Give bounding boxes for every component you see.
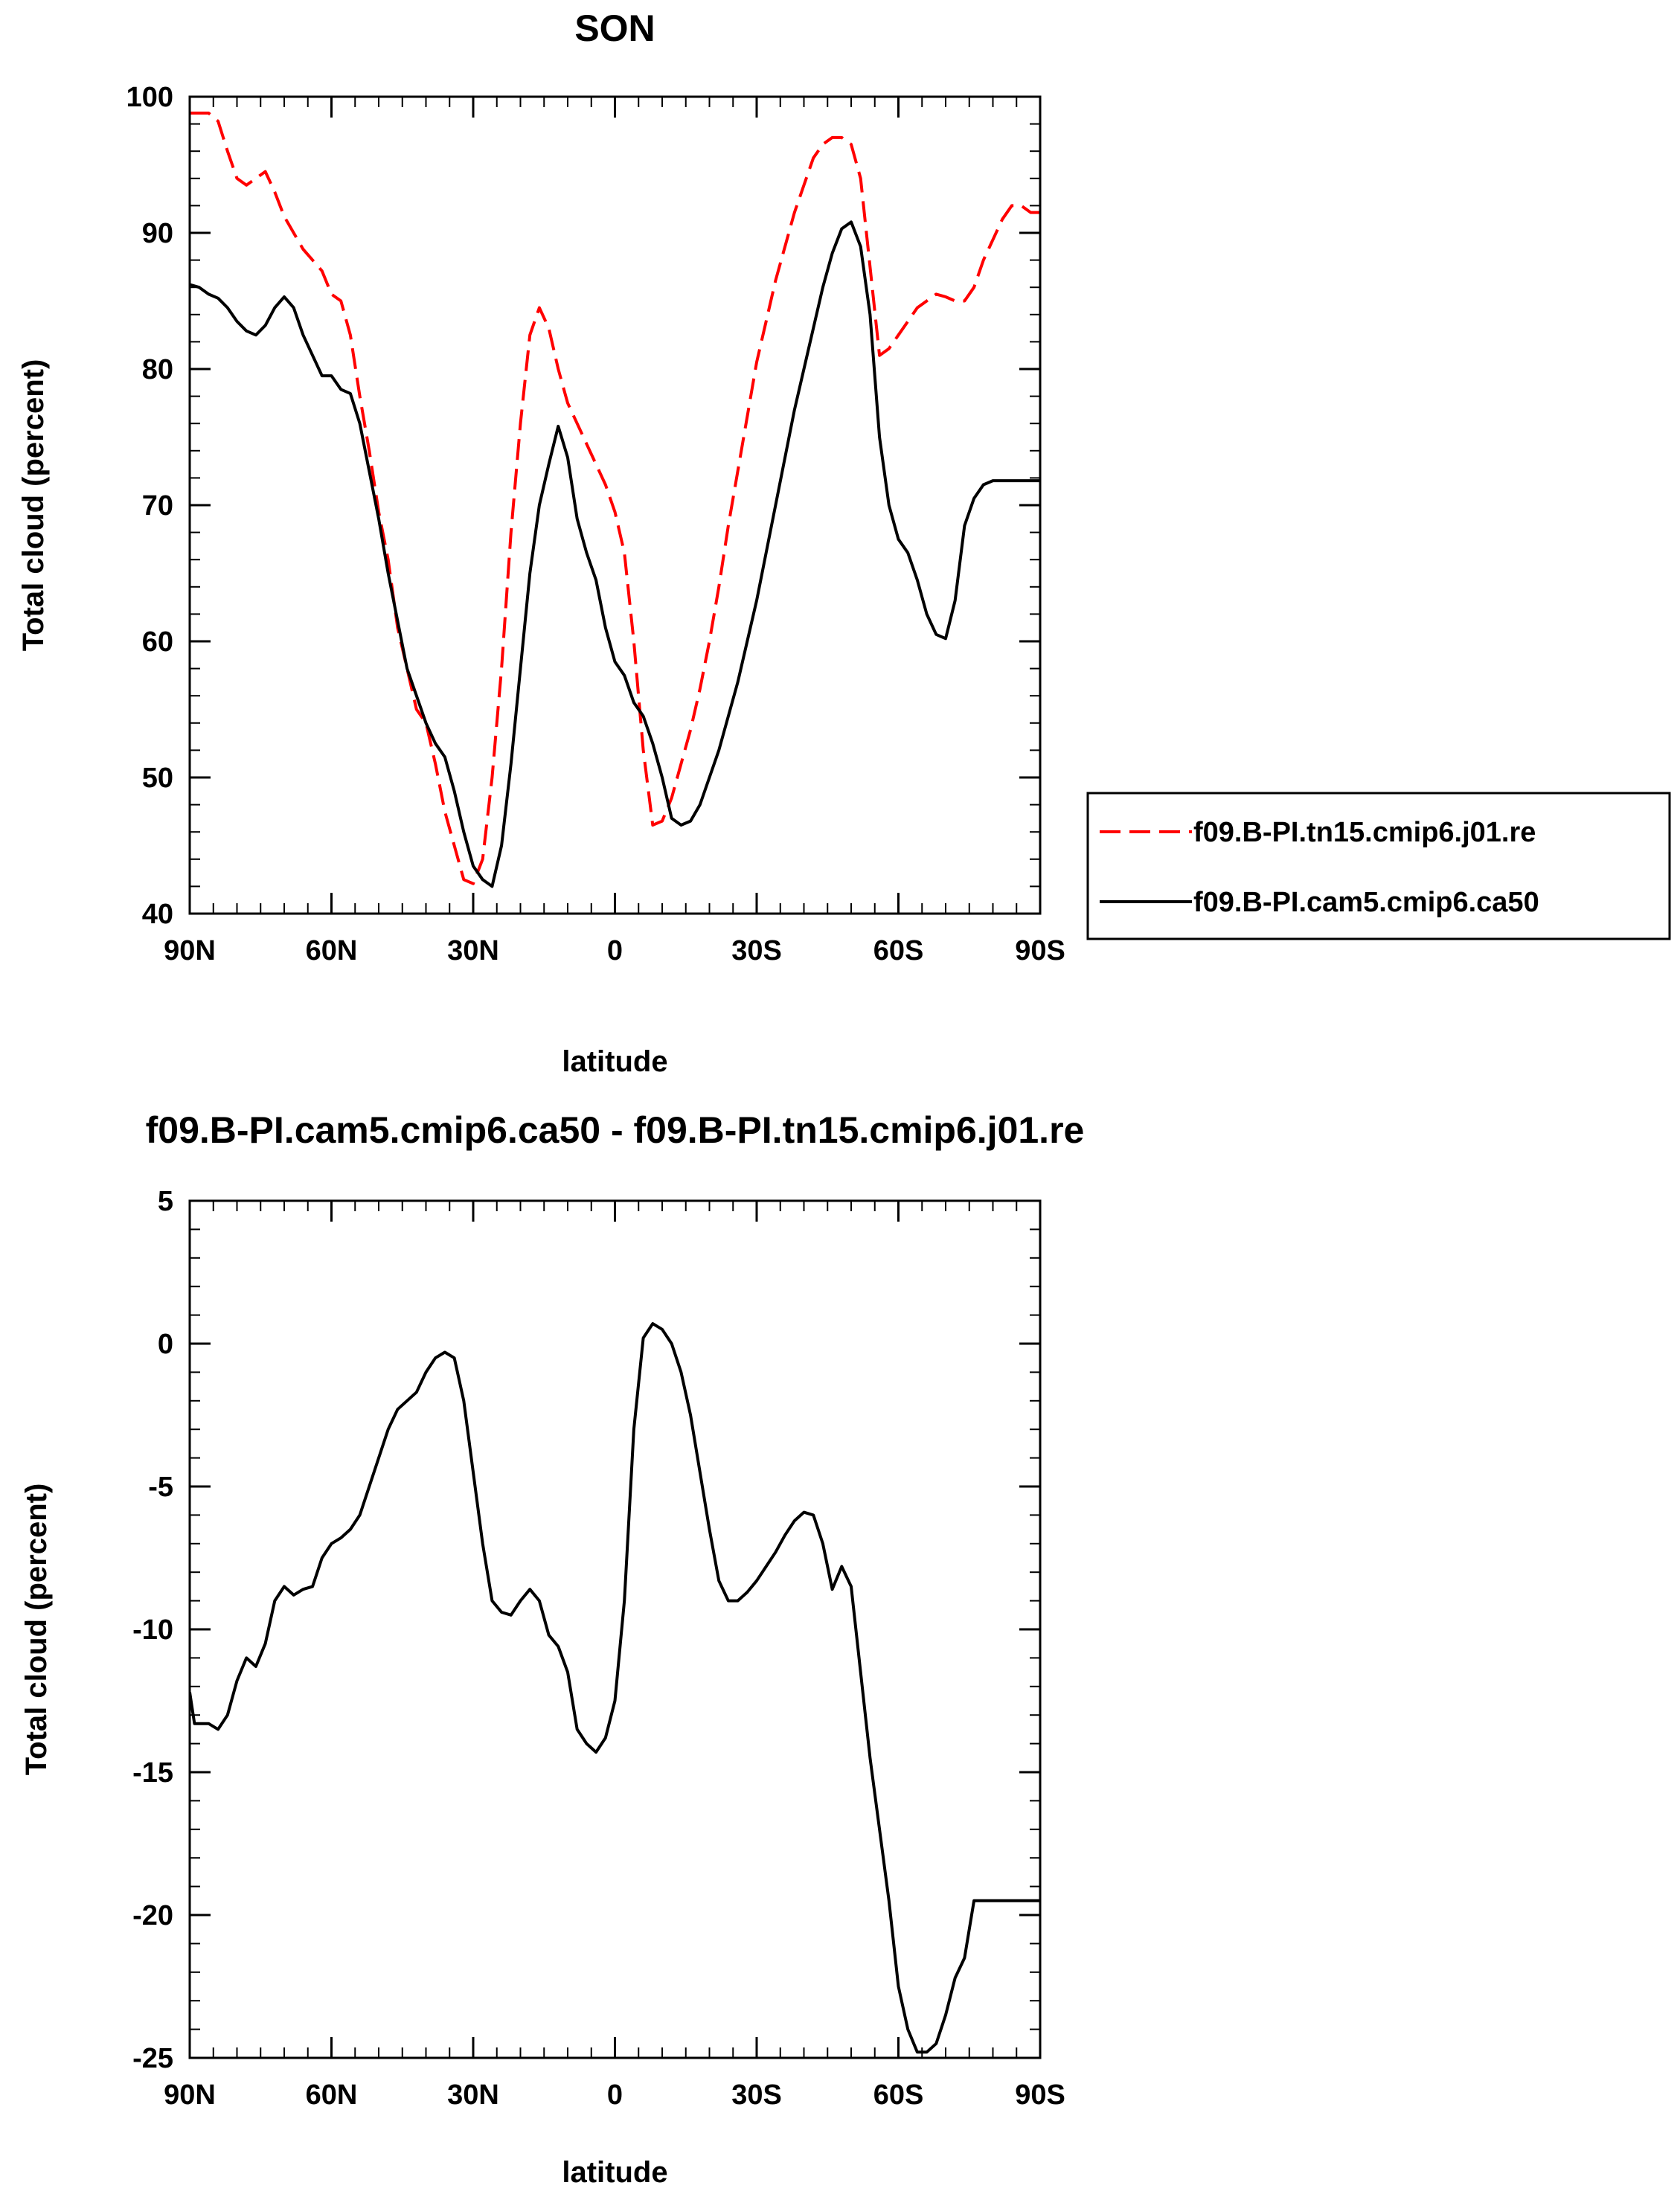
x-tick-label: 60N xyxy=(306,2079,358,2111)
bottom-panel: f09.B-PI.cam5.cmip6.ca50 - f09.B-PI.tn15… xyxy=(20,1109,1084,2189)
chart-title: SON xyxy=(574,7,655,49)
legend-label-2: f09.B-PI.cam5.cmip6.ca50 xyxy=(1193,887,1539,918)
plot-frame xyxy=(188,1199,1042,2059)
y-tick-label: 40 xyxy=(142,899,173,930)
y-tick-label: 100 xyxy=(126,82,173,113)
y-tick-label: -5 xyxy=(148,1472,173,1503)
y-tick-label: -20 xyxy=(132,1900,173,1931)
x-tick-label: 0 xyxy=(607,935,623,966)
x-axis-label: latitude xyxy=(562,2156,667,2189)
x-tick-label: 30N xyxy=(447,935,499,966)
x-tick-label: 90N xyxy=(164,935,216,966)
y-tick-label: 90 xyxy=(142,218,173,249)
x-tick-label: 30S xyxy=(731,2079,782,2111)
chart-title: f09.B-PI.cam5.cmip6.ca50 - f09.B-PI.tn15… xyxy=(146,1109,1085,1151)
y-tick-label: 60 xyxy=(142,626,173,658)
y-tick-label: 70 xyxy=(142,490,173,522)
x-axis-label: latitude xyxy=(562,1045,667,1078)
x-tick-label: 60S xyxy=(873,2079,924,2111)
y-tick-label: 50 xyxy=(142,763,173,794)
x-tick-label: 30N xyxy=(447,2079,499,2111)
legend-box xyxy=(1086,792,1671,940)
x-tick-label: 30S xyxy=(731,935,782,966)
y-axis-label: Total cloud (percent) xyxy=(20,1484,53,1776)
x-tick-label: 60N xyxy=(306,935,358,966)
y-tick-label: 5 xyxy=(158,1186,173,1217)
y-tick-label: 0 xyxy=(158,1329,173,1360)
plot-frame xyxy=(188,95,1042,915)
y-tick-label: -25 xyxy=(132,2043,173,2074)
y-axis-label: Total cloud (percent) xyxy=(17,359,50,652)
series-line-1 xyxy=(190,112,1040,885)
x-tick-label: 90S xyxy=(1015,2079,1065,2111)
top-panel: SON 90N 60N 30N 0 30S 60S 90S 40 50 60 70 80 90 100 lat… xyxy=(17,7,1671,1078)
y-tick-label: -10 xyxy=(132,1614,173,1646)
x-tick-label: 60S xyxy=(873,935,924,966)
x-tick-label: 90S xyxy=(1015,935,1065,966)
y-tick-label: -15 xyxy=(132,1757,173,1789)
series-line-1 xyxy=(190,1322,1040,2054)
y-tick-label: 80 xyxy=(142,354,173,385)
x-tick-label: 0 xyxy=(607,2079,623,2111)
series-line-2 xyxy=(190,220,1040,888)
x-tick-label: 90N xyxy=(164,2079,216,2111)
legend-label-1: f09.B-PI.tn15.cmip6.j01.re xyxy=(1193,817,1536,848)
